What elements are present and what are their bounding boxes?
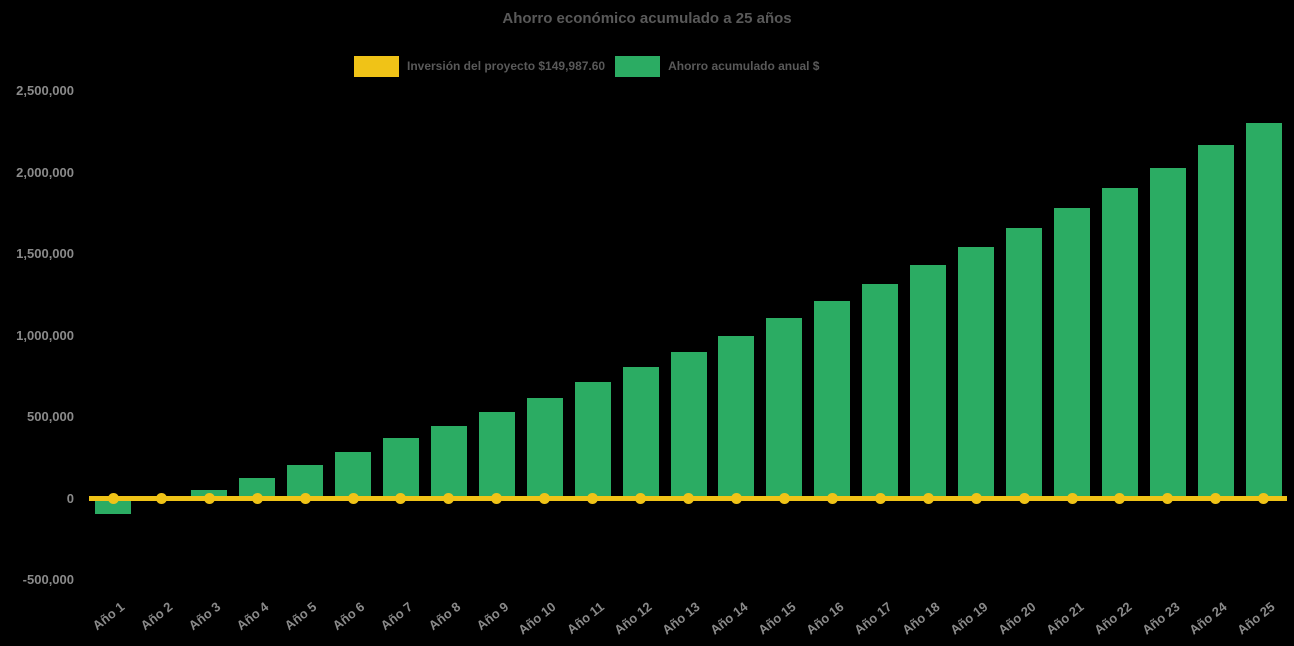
bar [287, 465, 324, 499]
legend-swatch-green-icon [615, 56, 661, 77]
investment-line-marker [922, 493, 934, 504]
x-axis-label: Año 24 [1186, 599, 1231, 638]
bar [335, 451, 372, 499]
bar [1101, 187, 1138, 499]
y-axis-tick-label: 0 [66, 490, 74, 506]
investment-line-marker [491, 493, 503, 504]
bar [862, 284, 899, 499]
x-axis-label: Año 9 [473, 599, 512, 634]
x-axis-label: Año 15 [755, 599, 799, 638]
x-axis-label: Año 19 [946, 599, 991, 638]
investment-line-marker [443, 493, 455, 504]
bar [910, 265, 947, 499]
y-axis-tick-label: -500,000 [22, 572, 74, 587]
investment-line-marker [299, 493, 311, 504]
legend-label-savings: Ahorro acumulado anual $ [668, 59, 820, 73]
x-axis-label: Año 16 [803, 599, 847, 638]
x-axis-label: Año 4 [233, 599, 272, 634]
bar [239, 478, 276, 499]
x-axis-label: Año 3 [185, 599, 224, 634]
x-axis-label: Año 1 [89, 599, 128, 634]
bar [1006, 227, 1043, 499]
x-axis-label: Año 6 [329, 599, 368, 634]
investment-line-marker [970, 493, 982, 504]
investment-line-marker [730, 493, 742, 504]
legend-swatch-yellow-icon [354, 56, 399, 77]
bar [478, 412, 515, 499]
bar [622, 367, 659, 499]
bar [526, 398, 563, 499]
legend: Inversión del proyecto $149,987.60 Ahorr… [354, 56, 819, 77]
investment-line-marker [1210, 493, 1222, 504]
investment-line-marker [874, 493, 886, 504]
investment-line-marker [683, 493, 695, 504]
y-axis-tick-label: 2,500,000 [16, 83, 74, 98]
x-axis-label: Año 21 [1042, 599, 1087, 638]
x-axis-label: Año 12 [611, 599, 655, 638]
y-axis-tick-label: 1,500,000 [16, 246, 74, 261]
y-axis-tick-label: 2,000,000 [16, 164, 74, 180]
bar [1197, 144, 1234, 499]
bar [574, 381, 611, 499]
x-axis-label: Año 5 [281, 599, 320, 634]
x-axis-label: Año 11 [564, 599, 607, 638]
x-axis-label: Año 18 [899, 599, 943, 638]
x-axis-label: Año 14 [707, 599, 751, 638]
investment-line-marker [347, 493, 359, 504]
x-axis-label: Año 7 [377, 599, 416, 634]
y-axis-tick-label: 500,000 [27, 409, 74, 424]
bar [766, 318, 803, 499]
investment-line-marker [539, 493, 551, 504]
bar [670, 351, 707, 499]
investment-line-marker [1018, 493, 1030, 504]
x-axis-label: Año 25 [1234, 599, 1278, 638]
x-axis-label: Año 2 [137, 599, 176, 634]
investment-line-marker [251, 493, 263, 504]
investment-line-marker [1066, 493, 1078, 504]
investment-line-marker [1114, 493, 1126, 504]
investment-line-marker [826, 493, 838, 504]
bar [814, 301, 851, 499]
investment-line-marker [587, 493, 599, 504]
investment-line-marker [1162, 493, 1174, 504]
investment-line-marker [395, 493, 407, 504]
x-axis-label: Año 13 [659, 599, 703, 638]
legend-item-savings: Ahorro acumulado anual $ [615, 56, 819, 77]
investment-line-marker [635, 493, 647, 504]
bar [430, 426, 467, 499]
bar [958, 247, 995, 499]
chart-title: Ahorro económico acumulado a 25 años [502, 10, 792, 27]
investment-line-marker [203, 493, 215, 504]
bar [1245, 122, 1282, 499]
y-axis-tick-label: 1,000,000 [16, 327, 74, 343]
bar [1149, 167, 1186, 499]
bar [95, 498, 132, 514]
bar [382, 438, 419, 499]
x-axis-label: Año 22 [1090, 599, 1135, 638]
bar [1054, 208, 1090, 499]
legend-label-investment: Inversión del proyecto $149,987.60 [407, 59, 606, 73]
investment-line-marker [1258, 493, 1270, 504]
x-axis-label: Año 8 [425, 599, 464, 634]
x-axis-label: Año 23 [1138, 599, 1183, 638]
x-axis-label: Año 20 [994, 599, 1039, 638]
investment-line-marker [155, 493, 167, 504]
investment-line-marker [107, 493, 119, 504]
investment-line-marker [778, 493, 790, 504]
x-axis-label: Año 10 [515, 599, 560, 638]
bar [718, 336, 755, 499]
legend-item-investment: Inversión del proyecto $149,987.60 [354, 56, 605, 77]
x-axis-label: Año 17 [851, 599, 895, 638]
